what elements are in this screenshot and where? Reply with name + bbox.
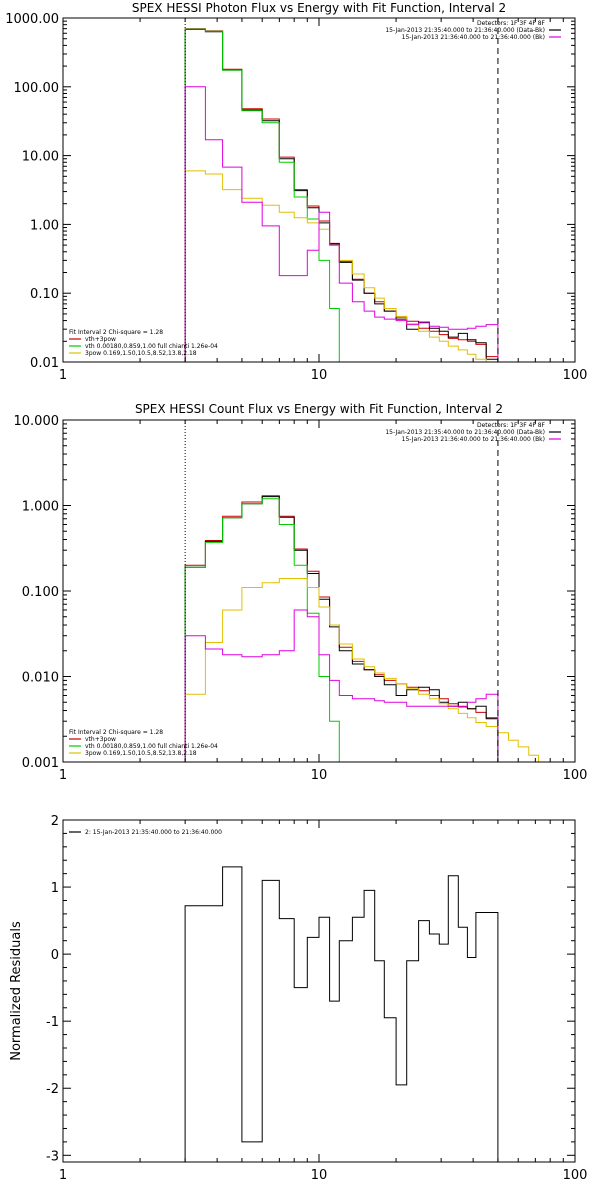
series-line-3	[184, 28, 340, 362]
x-tick-label: 1	[59, 368, 67, 383]
y-tick-label: 1000.00	[5, 12, 59, 27]
chart-panel-1: SPEX HESSI Photon Flux vs Energy with Fi…	[5, 1, 588, 383]
legend-entry: vth 0.00180,0.859,1.00 full chianti 1.26…	[85, 743, 218, 750]
x-tick-label: 100	[563, 368, 588, 383]
y-tick-label: 0.01	[30, 356, 59, 371]
series-line-1	[184, 866, 499, 1162]
x-tick-label: 10	[311, 1168, 328, 1183]
y-tick-label: -1	[46, 1015, 59, 1030]
y-tick-label: 2	[51, 814, 59, 829]
x-tick-label: 10	[311, 368, 328, 383]
y-tick-label: 0.010	[22, 671, 59, 686]
chart-title: SPEX HESSI Photon Flux vs Energy with Fi…	[132, 1, 506, 15]
info-line: 15-Jan-2013 21:35:40.000 to 21:36:40.000…	[385, 27, 545, 34]
x-tick-label: 100	[563, 1168, 588, 1183]
y-tick-label: 0.100	[22, 585, 59, 600]
y-axis-label: Normalized Residuals	[9, 921, 24, 1061]
x-tick-label: 1	[59, 1168, 67, 1183]
y-tick-label: 0.10	[30, 287, 59, 302]
x-tick-label: 10	[311, 768, 328, 783]
y-tick-label: 1	[51, 881, 59, 896]
y-tick-label: 10.000	[14, 414, 60, 429]
info-line: 15-Jan-2013 21:36:40.000 to 21:36:40.000…	[402, 436, 545, 443]
series-line-2	[184, 496, 499, 762]
y-tick-label: 1.000	[22, 500, 59, 515]
series-line-5	[184, 86, 499, 362]
legend-entry: Fit Interval 2 Chi-square = 1.28	[69, 729, 163, 736]
plot-area	[184, 866, 499, 1162]
y-tick-label: 1.00	[30, 218, 59, 233]
y-tick-label: 0.001	[22, 756, 59, 771]
series-line-3	[184, 498, 353, 762]
series-line-4	[184, 578, 551, 762]
chart-panel-3: 1 10 100 -3 -2 -1 0 1 2 Normalized Residuals 2: 15…	[9, 814, 587, 1183]
legend-entry: 3pow 0.169,1.50,10.5,8.52,13.8,2.18	[85, 350, 197, 357]
series-line-1	[184, 28, 499, 362]
legend-entry: vth 0.00180,0.859,1.00 full chianti 1.26…	[85, 343, 218, 350]
y-tick-label: -3	[46, 1149, 59, 1164]
info-line: Detectors: 1F 3F 4F 8F	[477, 20, 546, 27]
y-tick-label: 100.00	[14, 81, 60, 96]
y-tick-label: 0	[51, 948, 59, 963]
x-tick-label: 100	[563, 768, 588, 783]
legend-entry: vth+3pow	[85, 736, 116, 743]
info-line: 15-Jan-2013 21:36:40.000 to 21:36:40.000…	[402, 34, 545, 41]
series-line-5	[184, 609, 499, 762]
plot-area	[184, 495, 551, 762]
y-tick-label: 10.00	[22, 150, 59, 165]
legend-entry: 3pow 0.169,1.50,10.5,8.52,13.8,2.18	[85, 750, 197, 757]
series-line-4	[184, 170, 487, 362]
x-tick-label: 1	[59, 768, 67, 783]
info-line: 15-Jan-2013 21:35:40.000 to 21:36:40.000…	[385, 429, 545, 436]
series-line-2	[184, 29, 499, 362]
plot-area	[184, 28, 499, 362]
y-tick-label: -2	[46, 1082, 59, 1097]
legend-entry: 2: 15-Jan-2013 21:35:40.000 to 21:36:40.…	[85, 829, 222, 836]
legend-entry: vth+3pow	[85, 336, 116, 343]
chart-panel-2: SPEX HESSI Count Flux vs Energy with Fit…	[14, 402, 588, 783]
info-line: Detectors: 1F 3F 4F 8F	[477, 422, 546, 429]
legend-entry: Fit Interval 2 Chi-square = 1.28	[69, 329, 163, 336]
chart-title: SPEX HESSI Count Flux vs Energy with Fit…	[135, 402, 503, 416]
